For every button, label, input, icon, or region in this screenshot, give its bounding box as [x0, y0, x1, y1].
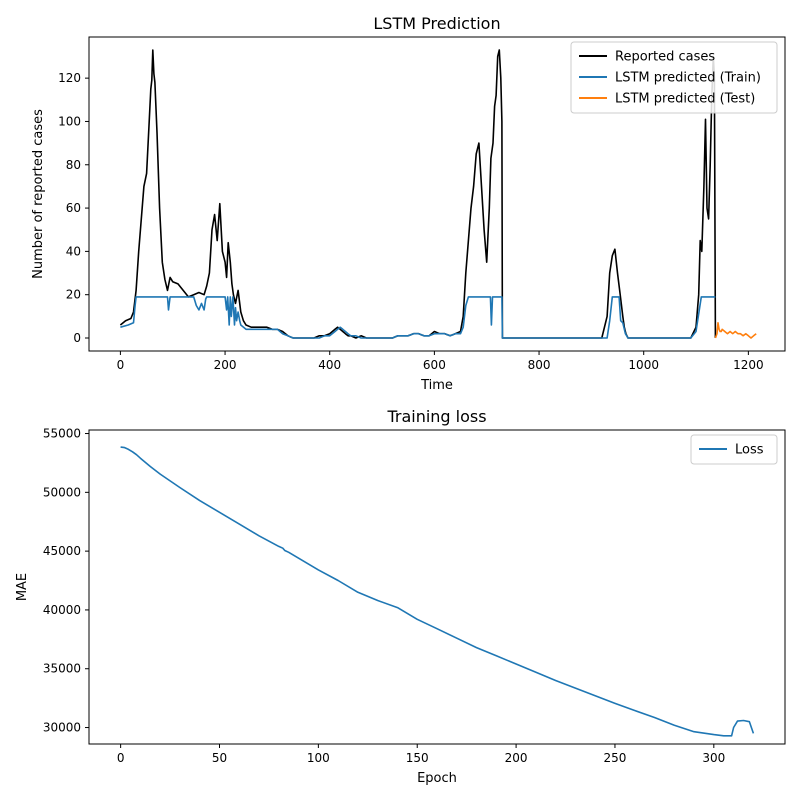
x-tick-label: 800 [528, 358, 551, 372]
y-tick-label: 0 [73, 331, 81, 345]
legend: Reported cases LSTM predicted (Train) LSTM… [570, 41, 778, 114]
plot-frame [88, 36, 786, 352]
legend: Loss [690, 434, 778, 465]
y-tick-label: 40 [66, 244, 81, 258]
x-tick-label: 300 [702, 751, 725, 765]
x-tick-label: 600 [423, 358, 446, 372]
x-axis-label: Epoch [417, 771, 457, 786]
x-tick-label: 0 [117, 751, 125, 765]
x-tick-label: 200 [505, 751, 528, 765]
y-tick-label: 60 [66, 201, 81, 215]
lstm-prediction-plot: LSTM Prediction Time Number of reported … [31, 14, 786, 393]
series-line-lstm-predicted-test [714, 321, 757, 339]
training-loss-plot: Training loss Epoch MAE 0 50 100 150 200 250 3… [15, 407, 786, 786]
y-tick-label: 20 [66, 288, 81, 302]
plot-frame [88, 429, 786, 745]
y-tick-label: 35000 [43, 662, 81, 676]
series-line-loss [120, 446, 755, 737]
legend-box [690, 434, 778, 465]
x-tick-label: 1000 [628, 358, 659, 372]
plot-title: Training loss [386, 407, 486, 426]
series-lines [119, 49, 757, 339]
legend-label: Loss [735, 443, 764, 458]
x-tick-label: 250 [604, 751, 627, 765]
series-lines [120, 446, 755, 737]
y-tick-label: 50000 [43, 485, 81, 499]
x-tick-label: 100 [307, 751, 330, 765]
legend-label: Reported cases [615, 50, 715, 65]
x-tick-label: 400 [318, 358, 341, 372]
plot-title: LSTM Prediction [373, 14, 500, 33]
y-tick-label: 120 [58, 71, 81, 85]
y-tick-label: 55000 [43, 427, 81, 441]
y-tick-label: 45000 [43, 544, 81, 558]
y-axis-label: Number of reported cases [31, 109, 46, 279]
legend-box [570, 41, 778, 114]
x-axis-label: Time [420, 378, 453, 393]
x-tick-label: 0 [117, 358, 125, 372]
x-tick-label: 150 [406, 751, 429, 765]
y-tick-label: 30000 [43, 721, 81, 735]
legend-label: LSTM predicted (Train) [615, 71, 761, 86]
y-tick-label: 80 [66, 158, 81, 172]
x-tick-label: 1200 [733, 358, 764, 372]
axis-ticks: 0 200 400 600 800 1000 1200 0 20 40 60 80 100 120 [58, 71, 764, 372]
series-line-lstm-predicted-train [120, 296, 716, 339]
axis-ticks: 0 50 100 150 200 250 300 30000 35000 40000 45000 50… [43, 427, 725, 765]
legend-label: LSTM predicted (Test) [615, 92, 755, 107]
y-tick-label: 100 [58, 114, 81, 128]
y-axis-label: MAE [15, 573, 30, 601]
x-tick-label: 200 [214, 358, 237, 372]
x-tick-label: 50 [212, 751, 227, 765]
y-tick-label: 40000 [43, 603, 81, 617]
